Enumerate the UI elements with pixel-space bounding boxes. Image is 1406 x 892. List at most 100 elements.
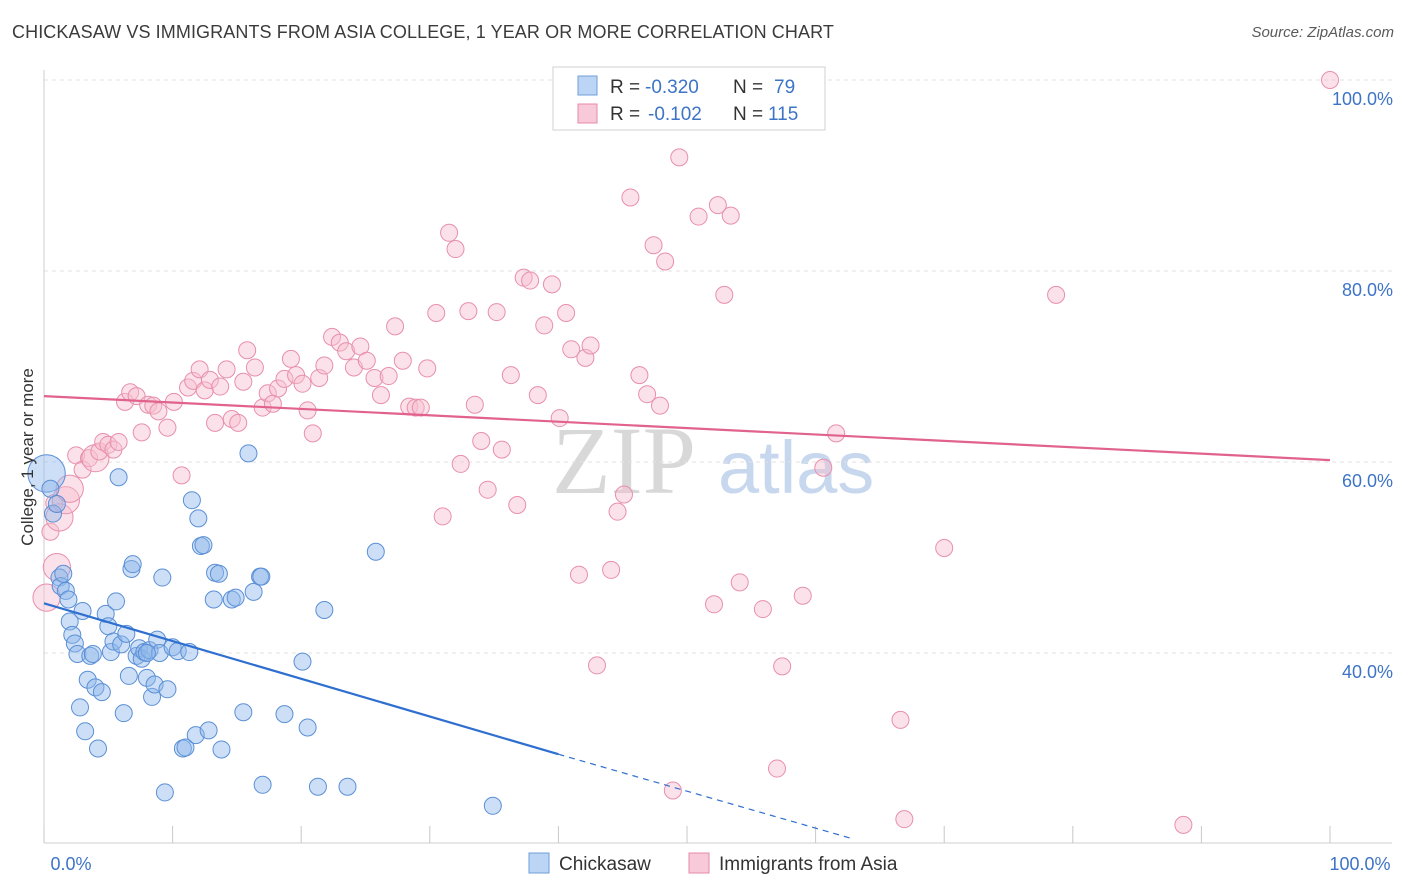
chickasaw-point (153, 568, 172, 587)
immigrants-point (1047, 285, 1066, 304)
immigrants-point (689, 207, 708, 226)
chickasaw-point (54, 564, 73, 583)
bottom-legend-swatch-immigrants (688, 852, 710, 874)
immigrants-point (508, 495, 527, 514)
chickasaw-point (119, 666, 138, 685)
trend-lines (43, 395, 1331, 840)
chickasaw-trend-extension (558, 753, 855, 840)
immigrants-point (281, 349, 300, 368)
chickasaw-point (44, 504, 63, 523)
chickasaw-point (308, 777, 327, 796)
immigrants-point (158, 418, 177, 437)
immigrants-point (337, 342, 356, 361)
immigrants-point (411, 398, 430, 417)
chickasaw-point (59, 590, 78, 609)
legend-n-value-chickasaw: 79 (774, 77, 795, 98)
immigrants-point (650, 396, 669, 415)
immigrants-point (895, 810, 914, 829)
immigrants-point (1174, 815, 1193, 834)
chickasaw-point (83, 644, 102, 663)
immigrants-point (501, 366, 520, 385)
immigrants-point (773, 657, 792, 676)
immigrants-point (90, 442, 109, 461)
immigrants-point (663, 781, 682, 800)
immigrants-point (891, 710, 910, 729)
immigrants-point (217, 360, 236, 379)
chickasaw-point (298, 718, 317, 737)
chickasaw-point (123, 555, 142, 574)
immigrants-point (393, 351, 412, 370)
immigrants-point (386, 317, 405, 336)
chickasaw-point (65, 634, 84, 653)
chickasaw-point (60, 612, 79, 631)
immigrants-point (229, 413, 248, 432)
chickasaw-point (78, 670, 97, 689)
immigrants-point (1321, 71, 1339, 89)
chickasaw-point (114, 704, 133, 723)
immigrants-point (258, 384, 277, 403)
chickasaw-point (226, 588, 245, 607)
chickasaw-point (71, 698, 90, 717)
immigrants-point (753, 600, 772, 619)
chickasaw-point (252, 567, 271, 586)
legend-box (552, 66, 826, 131)
immigrants-point (550, 409, 569, 428)
immigrants-point (827, 424, 846, 443)
immigrants-point (206, 413, 225, 432)
chart-title: CHICKASAW VS IMMIGRANTS FROM ASIA COLLEG… (12, 22, 834, 42)
legend-n-label-1: N = (733, 77, 763, 98)
immigrants-point (621, 188, 640, 207)
immigrants-trend-line (43, 395, 1331, 462)
immigrants-point (814, 458, 833, 477)
chickasaw-point (212, 740, 231, 759)
immigrants-point (542, 275, 561, 294)
series-legend: Chickasaw Immigrants from Asia (528, 852, 898, 875)
immigrants-point (418, 359, 437, 378)
chickasaw-point (107, 592, 126, 611)
chickasaw-point (204, 590, 223, 609)
immigrants-point (99, 435, 118, 454)
immigrants-point (730, 573, 749, 592)
chickasaw-point (234, 703, 253, 722)
chickasaw-point (47, 495, 66, 514)
x-tick-label-max: 100.0% (1329, 854, 1390, 874)
watermark-atlas: atlas (718, 426, 874, 509)
immigrants-point (472, 431, 491, 450)
immigrants-point (94, 432, 113, 451)
immigrants-point (238, 341, 257, 360)
chickasaw-point (109, 468, 128, 487)
series-chickasaw-points (27, 444, 502, 815)
immigrants-point (793, 586, 812, 605)
chickasaw-point (275, 705, 294, 724)
chickasaw-point (293, 652, 312, 671)
immigrants-point (708, 196, 727, 215)
immigrants-point (614, 485, 633, 504)
y-tick-label: 60.0% (1342, 471, 1393, 491)
chickasaw-point (89, 739, 108, 758)
immigrants-point (365, 368, 384, 387)
immigrants-point (587, 656, 606, 675)
chickasaw-point (155, 783, 174, 802)
immigrants-point (630, 366, 649, 385)
immigrants-point (528, 386, 547, 405)
chickasaw-point (199, 721, 218, 740)
legend-r-label-1: R = (610, 77, 640, 98)
immigrants-point (644, 236, 663, 255)
immigrants-point (245, 358, 264, 377)
chickasaw-point (101, 643, 120, 662)
chickasaw-trend-line (43, 602, 559, 756)
chickasaw-point (182, 491, 201, 510)
immigrants-point (80, 449, 99, 468)
legend-n-label-2: N = (733, 104, 763, 125)
immigrants-point (41, 522, 60, 541)
chickasaw-point (92, 683, 111, 702)
immigrants-point (557, 304, 576, 323)
bottom-legend-swatch-chickasaw (528, 852, 550, 874)
immigrants-point (433, 507, 452, 526)
immigrants-point (935, 538, 954, 557)
immigrants-point (581, 336, 600, 355)
immigrants-point (303, 424, 322, 443)
bottom-legend-label-immigrants: Immigrants from Asia (719, 854, 898, 875)
chickasaw-point (189, 509, 208, 528)
y-tick-label: 40.0% (1342, 662, 1393, 682)
